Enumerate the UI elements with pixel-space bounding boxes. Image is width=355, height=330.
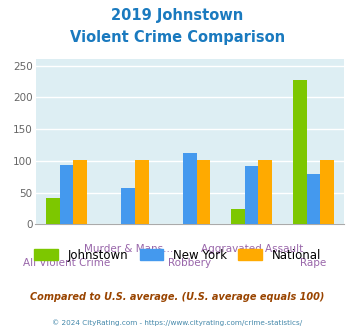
Bar — [46, 198, 60, 224]
Bar — [320, 160, 334, 224]
Legend: Johnstown, New York, National: Johnstown, New York, National — [29, 244, 326, 266]
Bar — [60, 165, 73, 224]
Bar — [197, 160, 210, 224]
Bar — [135, 160, 148, 224]
Bar — [258, 160, 272, 224]
Text: 2019 Johnstown: 2019 Johnstown — [111, 8, 244, 23]
Bar — [73, 160, 87, 224]
Text: Robbery: Robbery — [168, 258, 212, 268]
Bar — [245, 166, 258, 224]
Bar — [231, 209, 245, 224]
Bar — [121, 187, 135, 224]
Bar — [293, 80, 307, 224]
Text: Compared to U.S. average. (U.S. average equals 100): Compared to U.S. average. (U.S. average … — [30, 292, 325, 302]
Text: © 2024 CityRating.com - https://www.cityrating.com/crime-statistics/: © 2024 CityRating.com - https://www.city… — [53, 319, 302, 326]
Text: Aggravated Assault: Aggravated Assault — [201, 244, 303, 254]
Text: Violent Crime Comparison: Violent Crime Comparison — [70, 30, 285, 45]
Bar — [183, 153, 197, 224]
Bar — [307, 174, 320, 224]
Text: All Violent Crime: All Violent Crime — [23, 258, 110, 268]
Text: Murder & Mans...: Murder & Mans... — [83, 244, 173, 254]
Text: Rape: Rape — [300, 258, 327, 268]
